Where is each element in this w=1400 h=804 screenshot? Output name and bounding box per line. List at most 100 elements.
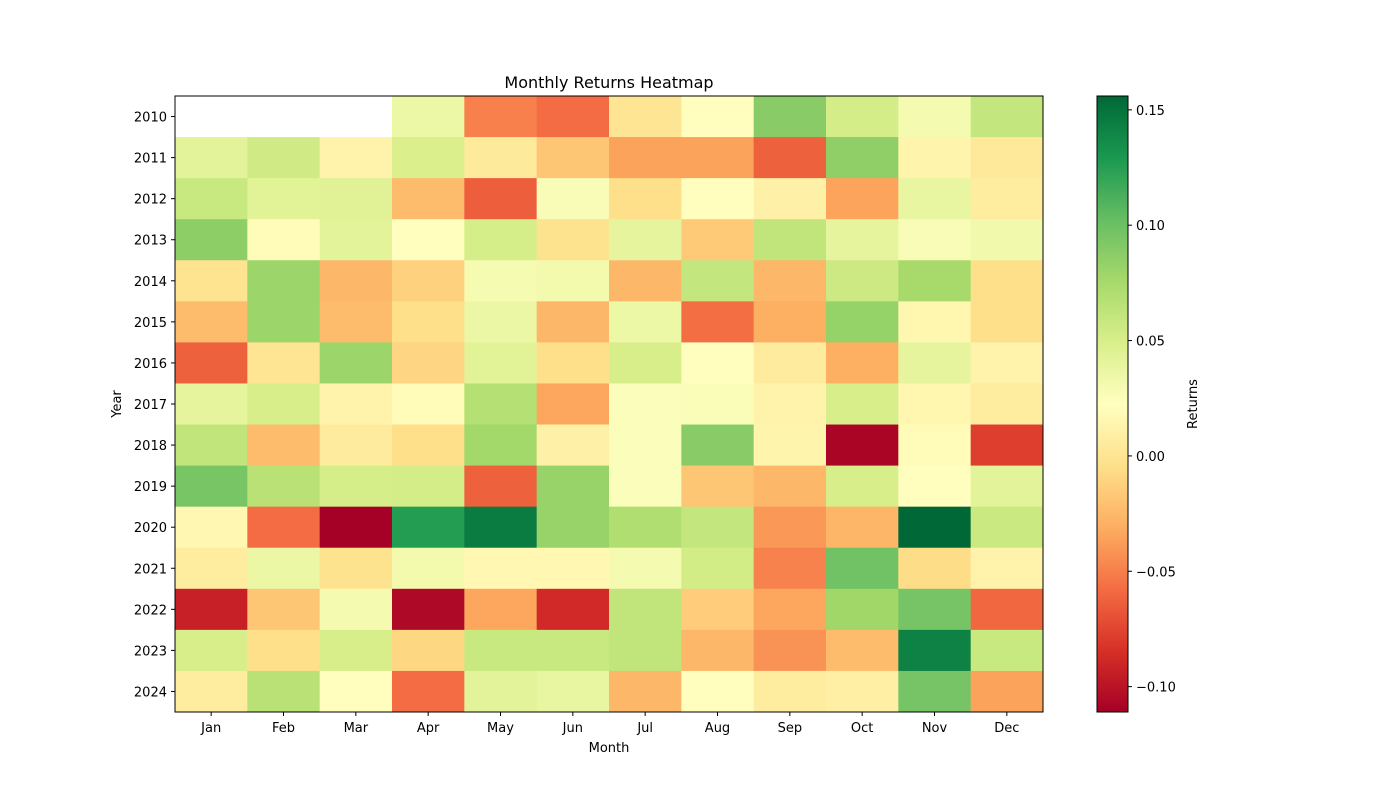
heatmap-cell: [175, 465, 248, 508]
heatmap-cell: [247, 670, 321, 713]
heatmap-cell: [175, 137, 248, 179]
heatmap-cell: [970, 424, 1044, 467]
heatmap-cell: [898, 178, 972, 220]
heatmap-cell: [392, 670, 465, 713]
heatmap-cell: [970, 342, 1044, 384]
heatmap-cell: [319, 547, 393, 590]
heatmap-cell: [898, 547, 972, 590]
heatmap-cell: [319, 588, 393, 631]
heatmap-cell: [392, 219, 465, 261]
heatmap-cell: [681, 424, 755, 467]
heatmap-cell: [681, 260, 755, 302]
heatmap-cell: [609, 506, 682, 549]
heatmap-cell: [609, 424, 682, 467]
y-tick-label: 2021: [134, 562, 167, 577]
heatmap-cell: [898, 137, 972, 179]
y-tick-label: 2019: [134, 480, 167, 495]
heatmap-cell: [681, 383, 755, 426]
heatmap-cell: [609, 629, 682, 672]
heatmap-cell: [609, 301, 682, 343]
heatmap-cell: [970, 178, 1044, 220]
heatmap-cell: [247, 260, 321, 302]
heatmap-cell: [609, 547, 682, 590]
colorbar: [1096, 95, 1129, 713]
heatmap-cell: [898, 383, 972, 426]
heatmap-cell: [247, 301, 321, 343]
heatmap-cell: [826, 137, 899, 179]
heatmap-cell: [609, 670, 682, 713]
heatmap-cell: [753, 588, 827, 631]
heatmap-cell: [753, 383, 827, 426]
heatmap-cell: [319, 424, 393, 467]
y-tick-label: 2016: [134, 357, 167, 372]
y-axis-label: Year: [110, 390, 125, 419]
heatmap-cell: [319, 137, 393, 179]
colorbar-tick-label: −0.10: [1136, 681, 1176, 696]
heatmap-cell: [464, 506, 538, 549]
heatmap-cell: [464, 465, 538, 508]
heatmap-cell: [536, 588, 610, 631]
y-tick-label: 2013: [134, 234, 167, 249]
heatmap-cell: [319, 506, 393, 549]
x-tick-label: Nov: [922, 721, 948, 736]
heatmap-cell: [247, 506, 321, 549]
colorbar-tick-label: 0.05: [1136, 335, 1165, 350]
heatmap-cell: [319, 260, 393, 302]
heatmap-cell: [970, 137, 1044, 179]
heatmap-cell: [247, 629, 321, 672]
heatmap-cell: [681, 219, 755, 261]
y-tick-label: 2018: [134, 439, 167, 454]
heatmap-cell: [609, 96, 682, 138]
heatmap-cell: [464, 219, 538, 261]
heatmap-cell: [175, 342, 248, 384]
heatmap-cell: [464, 670, 538, 713]
heatmap-cell: [753, 96, 827, 138]
heatmap-cell: [536, 547, 610, 590]
x-tick-label: Dec: [994, 721, 1019, 736]
heatmap-cell: [681, 96, 755, 138]
heatmap-cell: [175, 219, 248, 261]
heatmap-cell: [681, 506, 755, 549]
heatmap-cell: [826, 219, 899, 261]
colorbar-ticks: −0.10 −0.05 0.00 0.05 0.10 0.15: [1128, 104, 1176, 696]
y-tick-label: 2012: [134, 193, 167, 208]
heatmap-cell: [175, 547, 248, 590]
heatmap-cell: [392, 547, 465, 590]
heatmap-cell: [392, 137, 465, 179]
heatmap-cell: [536, 301, 610, 343]
heatmap-cell: [898, 424, 972, 467]
heatmap-cell: [898, 506, 972, 549]
heatmap-cell: [826, 260, 899, 302]
heatmap-cell: [319, 670, 393, 713]
heatmap-cell: [175, 301, 248, 343]
heatmap-cell: [392, 506, 465, 549]
heatmap-cell: [970, 547, 1044, 590]
heatmap-cell: [609, 178, 682, 220]
heatmap-cell: [464, 137, 538, 179]
heatmap-cell: [536, 383, 610, 426]
heatmap-cell: [826, 424, 899, 467]
heatmap-cell: [898, 219, 972, 261]
heatmap-cell: [392, 260, 465, 302]
x-tick-label: Mar: [344, 721, 369, 736]
heatmap-cell: [247, 137, 321, 179]
heatmap-cell: [392, 178, 465, 220]
heatmap-cell: [826, 629, 899, 672]
y-tick-label: 2010: [134, 111, 167, 126]
y-tick-label: 2024: [134, 685, 167, 700]
heatmap-cell: [898, 96, 972, 138]
y-tick-label: 2020: [134, 521, 167, 536]
heatmap-cell: [536, 260, 610, 302]
colorbar-tick-label: −0.05: [1136, 565, 1176, 580]
heatmap-cell: [247, 465, 321, 508]
heatmap-cell: [898, 342, 972, 384]
heatmap-cell: [898, 629, 972, 672]
heatmap-cell: [536, 219, 610, 261]
heatmap-cell: [175, 424, 248, 467]
heatmap-cell: [970, 629, 1044, 672]
heatmap-cell: [536, 506, 610, 549]
heatmap-cell: [826, 465, 899, 508]
heatmap-cell: [753, 342, 827, 384]
x-tick-label: May: [487, 721, 514, 736]
heatmap-cell: [753, 424, 827, 467]
